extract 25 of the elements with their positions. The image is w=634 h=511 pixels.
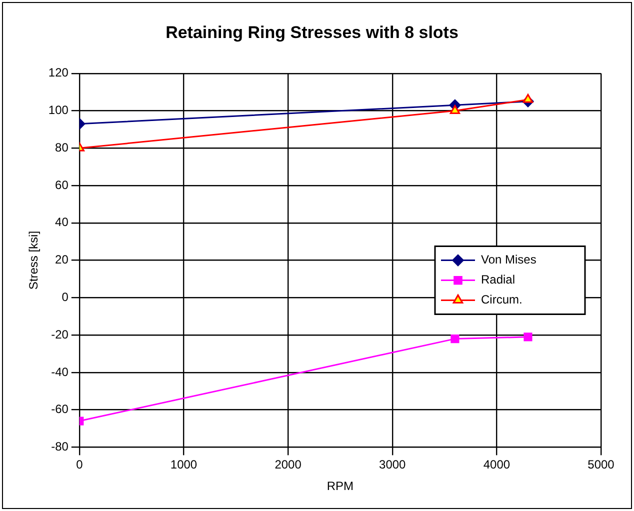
y-tick-label: 20	[55, 252, 69, 267]
point	[450, 334, 460, 344]
y-tick-label: -20	[51, 327, 69, 342]
x-tick-label: 3000	[379, 458, 406, 472]
x-tick-label: 5000	[588, 458, 615, 472]
legend-label: Von Mises	[481, 252, 536, 267]
y-tick-label: 100	[48, 103, 69, 118]
x-tick-label: 4000	[483, 458, 510, 472]
y-tick-label: -60	[51, 402, 69, 416]
x-tick-label: 0	[76, 458, 84, 472]
legend-label: Circum.	[481, 292, 522, 307]
y-axis-title: Stress [ksi]	[26, 230, 41, 290]
y-tick-label: 0	[62, 290, 69, 304]
y-tick-label: 120	[48, 66, 69, 80]
point	[524, 332, 532, 342]
chart-title: Retaining Ring Stresses with 8 slots	[166, 22, 458, 42]
y-tick-label: -80	[51, 440, 69, 454]
y-tick-label: 60	[55, 178, 69, 192]
y-tick-label: 80	[55, 140, 69, 154]
y-tick-label: 40	[55, 215, 69, 230]
x-tick-label: 1000	[170, 458, 198, 472]
y-tick-label: -40	[51, 364, 69, 379]
x-tick-label: 2000	[274, 458, 302, 472]
x-axis-title: RPM	[326, 479, 354, 494]
legend-label: Radial	[481, 272, 516, 287]
